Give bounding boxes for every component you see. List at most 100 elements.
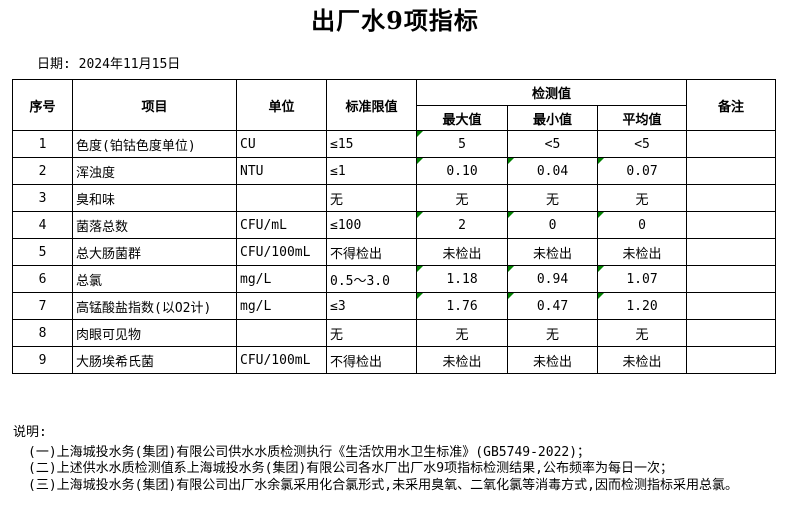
cell-avg-value: 1.20 — [626, 298, 658, 314]
water-quality-table: 序号 项目 单位 标准限值 检测值 备注 最大值 最小值 平均值 1 色度(铂钴… — [12, 79, 777, 374]
table-row: 5 总大肠菌群 CFU/100mL 不得检出 未检出 未检出 未检出 — [12, 238, 777, 266]
cell-remark — [686, 130, 777, 158]
cell-max-value: 无 — [455, 327, 469, 343]
error-flag-icon — [508, 293, 514, 299]
cell-max-value: 2 — [458, 217, 466, 233]
header-limit: 标准限值 — [326, 79, 417, 131]
cell-item: 总氯 — [72, 265, 237, 293]
cell-avg-value: 未检出 — [622, 354, 662, 370]
cell-avg-value: 0.07 — [626, 163, 658, 179]
error-flag-icon — [508, 212, 514, 218]
cell-min-value: 未检出 — [532, 246, 572, 262]
cell-max: 未检出 — [416, 346, 508, 374]
cell-remark — [686, 319, 777, 347]
cell-limit: ≤100 — [326, 211, 417, 239]
table-row: 9 大肠埃希氏菌 CFU/100mL 不得检出 未检出 未检出 未检出 — [12, 346, 777, 374]
header-unit: 单位 — [236, 79, 327, 131]
report-date: 日期: 2024年11月15日 — [37, 57, 181, 72]
page-title: 出厂水9项指标 — [311, 6, 479, 35]
table-header: 序号 项目 单位 标准限值 检测值 备注 最大值 最小值 平均值 — [12, 79, 777, 131]
cell-item: 臭和味 — [72, 184, 237, 212]
cell-unit: mg/L — [236, 265, 327, 293]
error-flag-icon — [598, 212, 604, 218]
table-row: 1 色度(铂钴色度单位) CU ≤15 5 <5 <5 — [12, 130, 777, 158]
cell-avg: 1.20 — [596, 292, 688, 320]
cell-max: 无 — [416, 319, 508, 347]
cell-avg-value: 未检出 — [622, 246, 662, 262]
cell-item: 浑浊度 — [72, 157, 237, 185]
header-item: 项目 — [72, 79, 237, 131]
cell-min: 无 — [507, 184, 598, 212]
cell-remark — [686, 157, 777, 185]
table-row: 7 高锰酸盐指数(以O2计) mg/L ≤3 1.76 0.47 1.20 — [12, 292, 777, 320]
cell-max: 2 — [416, 211, 508, 239]
notes-section: (一)上海城投水务(集团)有限公司供水水质检测执行《生活饮用水卫生标准》(GB5… — [28, 445, 738, 494]
cell-min: 0.94 — [507, 265, 598, 293]
error-flag-icon — [508, 266, 514, 272]
cell-max: 1.76 — [416, 292, 508, 320]
cell-seq: 1 — [12, 130, 73, 158]
cell-avg-value: 无 — [635, 327, 649, 343]
cell-avg-value: 1.07 — [626, 271, 658, 287]
cell-max: 无 — [416, 184, 508, 212]
cell-remark — [686, 292, 777, 320]
cell-min: 0.04 — [507, 157, 598, 185]
cell-avg: 无 — [596, 319, 688, 347]
cell-remark — [686, 265, 777, 293]
cell-avg-value: 0 — [638, 217, 646, 233]
error-flag-icon — [417, 293, 423, 299]
cell-unit — [236, 184, 327, 212]
table-row: 8 肉眼可见物 无 无 无 无 — [12, 319, 777, 347]
cell-avg: 未检出 — [596, 238, 688, 266]
cell-max: 5 — [416, 130, 508, 158]
cell-min: 未检出 — [507, 346, 598, 374]
cell-min: 0 — [507, 211, 598, 239]
cell-max: 1.18 — [416, 265, 508, 293]
cell-limit: ≤15 — [326, 130, 417, 158]
cell-remark — [686, 184, 777, 212]
cell-avg: 0.07 — [596, 157, 688, 185]
cell-min: 0.47 — [507, 292, 598, 320]
header-seq: 序号 — [12, 79, 73, 131]
header-avg: 平均值 — [596, 105, 688, 131]
cell-seq: 8 — [12, 319, 73, 347]
cell-item: 大肠埃希氏菌 — [72, 346, 237, 374]
cell-item: 色度(铂钴色度单位) — [72, 130, 237, 158]
cell-remark — [686, 238, 777, 266]
cell-seq: 4 — [12, 211, 73, 239]
cell-max-value: 5 — [458, 136, 466, 152]
cell-avg-value: <5 — [634, 136, 650, 152]
cell-min: 无 — [507, 319, 598, 347]
header-remark: 备注 — [686, 79, 777, 131]
cell-unit: CFU/100mL — [236, 346, 327, 374]
cell-remark — [686, 211, 777, 239]
cell-unit: mg/L — [236, 292, 327, 320]
header-min: 最小值 — [507, 105, 598, 131]
header-max: 最大值 — [416, 105, 508, 131]
cell-avg-value: 无 — [635, 192, 649, 208]
cell-seq: 9 — [12, 346, 73, 374]
error-flag-icon — [508, 158, 514, 164]
cell-max-value: 1.76 — [446, 298, 478, 314]
cell-min: <5 — [507, 130, 598, 158]
cell-item: 菌落总数 — [72, 211, 237, 239]
cell-unit — [236, 319, 327, 347]
cell-seq: 6 — [12, 265, 73, 293]
cell-seq: 7 — [12, 292, 73, 320]
cell-min-value: 无 — [545, 192, 559, 208]
cell-max-value: 未检出 — [442, 246, 482, 262]
cell-limit: 不得检出 — [326, 346, 417, 374]
cell-unit: NTU — [236, 157, 327, 185]
cell-seq: 2 — [12, 157, 73, 185]
error-flag-icon — [598, 293, 604, 299]
table-row: 2 浑浊度 NTU ≤1 0.10 0.04 0.07 — [12, 157, 777, 185]
note-line: (三)上海城投水务(集团)有限公司出厂水余氯采用化合氯形式,未采用臭氧、二氧化氯… — [28, 477, 738, 493]
cell-max-value: 0.10 — [446, 163, 478, 179]
cell-avg: 0 — [596, 211, 688, 239]
cell-min-value: 0.47 — [536, 298, 569, 314]
cell-item: 总大肠菌群 — [72, 238, 237, 266]
cell-max-value: 未检出 — [442, 354, 482, 370]
error-flag-icon — [417, 158, 423, 164]
cell-limit: ≤3 — [326, 292, 417, 320]
cell-avg: 1.07 — [596, 265, 688, 293]
